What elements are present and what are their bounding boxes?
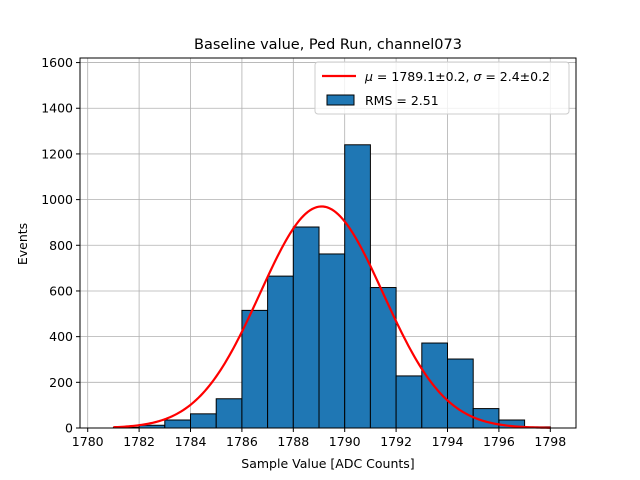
x-tick-label: 1790 (329, 434, 361, 449)
histogram-bar (292, 226, 320, 429)
histogram-bar (344, 144, 371, 429)
histogram-bar (164, 419, 192, 429)
x-tick-label: 1780 (72, 434, 104, 449)
y-tick-label: 800 (49, 238, 73, 253)
x-tick-label: 1782 (123, 434, 155, 449)
x-tick-label: 1788 (277, 434, 309, 449)
legend-box (314, 61, 570, 115)
axes: 1780 1782 1784 1786 1788 1790 1792 1794 1796 1798… (41, 55, 577, 449)
x-tick-label: 1786 (226, 434, 258, 449)
legend: μ = 1789.1±0.2, σ = 2.4±0.2 RMS = 2.51 (314, 61, 570, 115)
histogram-bar (190, 413, 217, 429)
y-axis-label: Events (15, 223, 30, 265)
x-tick-label: 1784 (175, 434, 207, 449)
y-tick-label: 1000 (41, 192, 73, 207)
histogram-bar (395, 375, 423, 429)
histogram-bar (318, 253, 346, 429)
y-tick-label: 200 (49, 375, 73, 390)
y-tick-label: 0 (65, 421, 73, 436)
legend-rms-swatch (326, 94, 355, 106)
histogram-bar (215, 398, 243, 429)
y-tick-label: 1400 (41, 101, 73, 116)
x-tick-label: 1796 (483, 434, 515, 449)
histogram-bar (241, 309, 269, 429)
y-tick-label: 600 (49, 283, 73, 298)
y-tick-label: 400 (49, 329, 73, 344)
x-tick-label: 1792 (380, 434, 412, 449)
legend-rms-label: RMS = 2.51 (365, 93, 439, 108)
x-tick-label: 1798 (534, 434, 566, 449)
x-tick-label: 1794 (432, 434, 464, 449)
y-tick-label: 1200 (41, 146, 73, 161)
histogram-bar (369, 287, 397, 429)
y-tick-label: 1600 (41, 55, 73, 70)
x-axis-label: Sample Value [ADC Counts] (241, 456, 414, 471)
gaussian-fit-curve (113, 205, 551, 429)
histogram-bar (267, 275, 294, 429)
chart-title: Baseline value, Ped Run, channel073 (194, 37, 462, 53)
histogram-bar (447, 358, 474, 429)
legend-fit-label: μ = 1789.1±0.2, σ = 2.4±0.2 (364, 69, 550, 84)
axes-frame (79, 57, 577, 429)
